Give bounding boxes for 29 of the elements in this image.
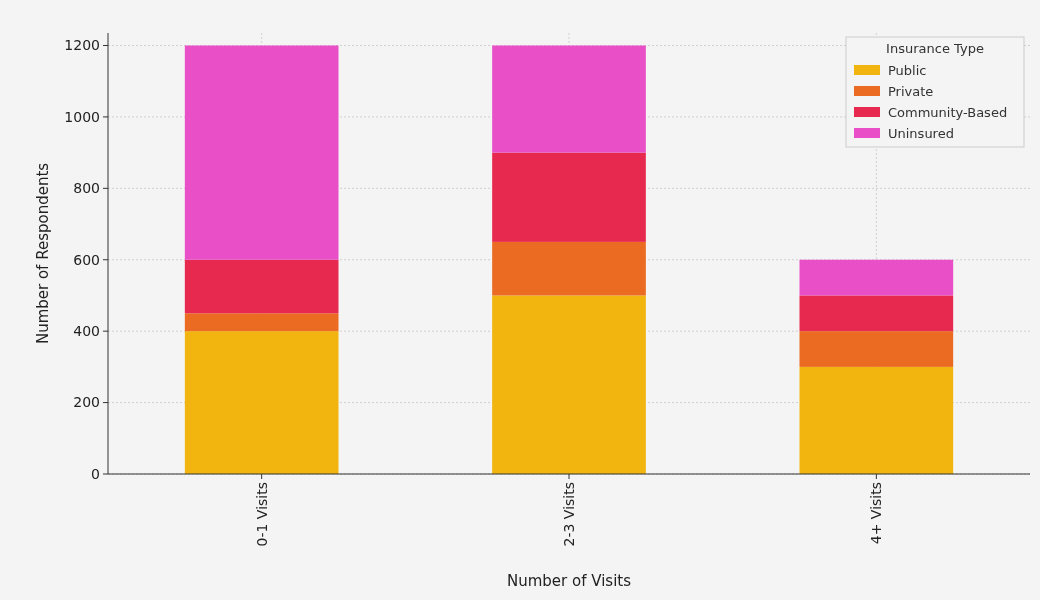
bar [184,45,339,260]
y-tick-label: 600 [73,251,100,268]
y-tick-label: 200 [73,394,100,411]
y-tick-label: 400 [73,323,100,340]
bar [492,152,646,242]
legend-label: Community-Based [888,104,1008,120]
bar [492,45,646,153]
bar [184,331,339,474]
legend-label: Private [888,83,934,99]
bar [799,295,954,332]
bar [492,295,646,474]
y-tick-label: 800 [73,180,100,197]
x-tick-label: 4+ Visits [868,482,885,545]
y-tick-label: 1000 [64,108,100,125]
x-axis-title: Number of Visits [506,572,632,590]
bar [184,313,339,332]
y-tick-label: 0 [91,465,100,482]
bar [492,241,646,296]
y-tick-label: 1200 [64,37,100,54]
bar [184,259,339,314]
bar [799,259,954,296]
bar [799,331,954,367]
x-tick-label: 0-1 Visits [253,482,270,547]
x-tick-label: 2-3 Visits [560,482,577,547]
legend-title: Insurance Type [886,41,984,56]
y-axis-title: Number of Respondents [34,162,52,345]
legend-label: Uninsured [888,125,954,141]
legend-label: Public [888,62,927,78]
bar [799,366,954,474]
